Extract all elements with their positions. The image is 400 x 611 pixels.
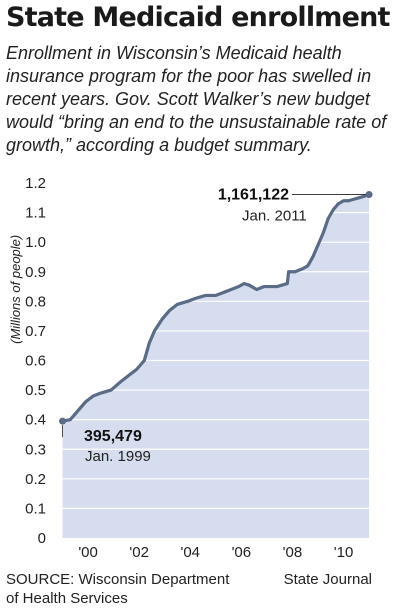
annotation-date-2011: Jan. 2011	[242, 208, 307, 225]
annotation-value-2011: 1,161,122	[218, 187, 289, 204]
chart-subtitle: Enrollment in Wisconsin’s Medicaid healt…	[6, 43, 387, 155]
y-tick-label: 0.8	[25, 293, 46, 310]
y-tick-label: 0.7	[25, 323, 46, 340]
chart-title: State Medicaid enrollment	[6, 2, 390, 33]
x-tick-label: '06	[232, 544, 252, 561]
data-point-jan-2011	[365, 191, 373, 199]
enrollment-line	[60, 192, 371, 423]
x-tick-label: '10	[334, 544, 354, 561]
enrollment-area	[62, 194, 370, 538]
enrollment-area-chart: 0 0.1 0.2 0.3 0.4 0.5 0.6 0.7 0.8 0.9 1.0 1.1 1.2 '00…	[8, 175, 378, 561]
y-axis-label: (Millions of people)	[8, 235, 23, 344]
annotation-value-1999: 395,479	[84, 428, 142, 445]
credit-note: State Journal	[283, 571, 372, 588]
y-tick-label: 0.3	[25, 441, 46, 458]
x-tick-label: '04	[180, 544, 200, 561]
x-tick-label: '08	[283, 544, 303, 561]
annotation-date-1999: Jan. 1999	[85, 448, 151, 465]
y-tick-label: 0.1	[25, 500, 46, 517]
y-tick-label: 0.9	[25, 264, 46, 281]
y-tick-label: 1.0	[25, 234, 46, 251]
y-tick-label: 0.5	[25, 382, 46, 399]
y-tick-label: 0.6	[25, 353, 46, 370]
y-tick-label: 1.2	[25, 175, 46, 192]
y-tick-label: 0	[38, 530, 46, 547]
y-tick-label: 0.2	[25, 471, 46, 488]
y-tick-label: 1.1	[25, 205, 46, 222]
data-point-jan-1999	[59, 417, 67, 425]
y-tick-label: 0.4	[25, 412, 46, 429]
x-tick-label: '02	[129, 544, 149, 561]
source-note: SOURCE: Wisconsin Department of Health S…	[6, 570, 241, 608]
x-tick-label: '00	[78, 544, 98, 561]
source-text: SOURCE: Wisconsin Department of Health S…	[6, 571, 230, 607]
